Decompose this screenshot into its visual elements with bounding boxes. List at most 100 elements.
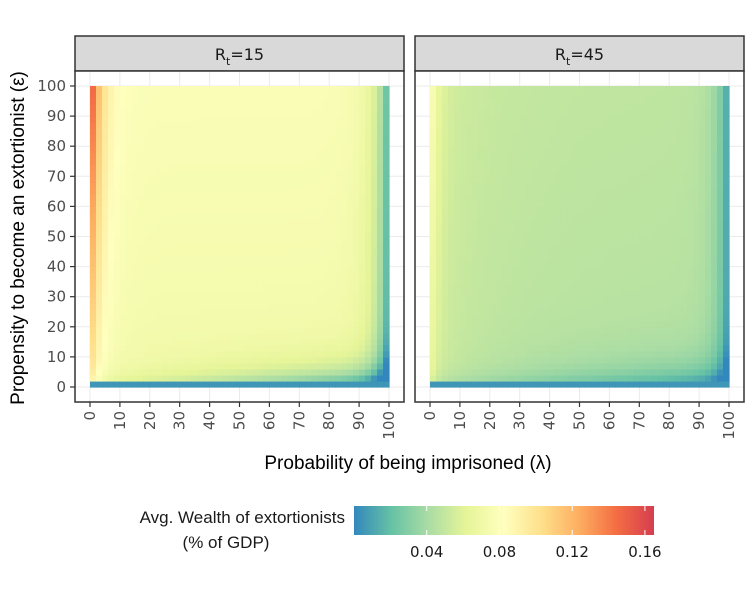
- heatmap-cell: [639, 362, 646, 370]
- heatmap-cell: [293, 164, 300, 171]
- heatmap-cell: [371, 218, 378, 226]
- heatmap-cell: [377, 236, 384, 244]
- heatmap-cell: [341, 290, 348, 298]
- heatmap-cell: [567, 134, 575, 141]
- heatmap-cell: [173, 320, 181, 328]
- heatmap-cell: [269, 380, 276, 388]
- heatmap-cell: [603, 314, 610, 322]
- heatmap-cell: [383, 272, 390, 280]
- heatmap-cell: [155, 350, 163, 358]
- heatmap-cell: [143, 104, 151, 111]
- heatmap-cell: [465, 350, 473, 358]
- heatmap-cell: [681, 296, 688, 304]
- heatmap-cell: [645, 146, 652, 153]
- heatmap-cell: [359, 362, 366, 370]
- heatmap-cell: [149, 362, 157, 370]
- heatmap-cell: [705, 380, 712, 388]
- heatmap-cell: [597, 296, 605, 304]
- heatmap-cell: [341, 356, 348, 364]
- heatmap-cell: [603, 170, 610, 177]
- heatmap-cell: [155, 296, 163, 304]
- heatmap-cell: [573, 290, 581, 298]
- heatmap-cell: [185, 236, 193, 244]
- heatmap-cell: [603, 158, 610, 165]
- heatmap-cell: [119, 230, 127, 238]
- heatmap-cell: [597, 362, 605, 370]
- heatmap-cell: [657, 134, 664, 141]
- heatmap-cell: [107, 260, 115, 268]
- heatmap-cell: [495, 326, 503, 334]
- heatmap-cell: [341, 362, 348, 370]
- heatmap-cell: [543, 164, 551, 171]
- heatmap-cell: [561, 242, 569, 250]
- heatmap-cell: [651, 158, 658, 165]
- heatmap-cell: [621, 326, 628, 334]
- heatmap-cell: [453, 380, 461, 388]
- heatmap-cell: [711, 134, 718, 141]
- heatmap-cell: [269, 170, 276, 177]
- heatmap-cell: [615, 146, 622, 153]
- heatmap-cell: [537, 374, 545, 382]
- heatmap-cell: [131, 284, 139, 292]
- heatmap-cell: [430, 380, 437, 388]
- heatmap-cell: [555, 260, 563, 268]
- heatmap-cell: [453, 104, 461, 111]
- heatmap-cell: [549, 206, 557, 214]
- heatmap-cell: [365, 338, 372, 346]
- heatmap-cell: [603, 152, 610, 159]
- heatmap-cell: [341, 308, 348, 316]
- heatmap-cell: [221, 194, 229, 201]
- heatmap-cell: [305, 140, 312, 147]
- heatmap-cell: [603, 122, 610, 129]
- heatmap-cell: [191, 326, 199, 334]
- heatmap-cell: [131, 206, 139, 214]
- heatmap-cell: [347, 92, 354, 99]
- heatmap-cell: [185, 158, 193, 165]
- heatmap-cell: [645, 104, 652, 111]
- heatmap-cell: [495, 308, 503, 316]
- heatmap-cell: [591, 104, 599, 111]
- heatmap-cell: [269, 110, 276, 117]
- heatmap-cell: [149, 122, 157, 129]
- heatmap-cell: [513, 218, 521, 226]
- heatmap-cell: [567, 332, 575, 340]
- heatmap-cell: [513, 116, 521, 123]
- heatmap-cell: [603, 98, 610, 105]
- heatmap-cell: [161, 302, 169, 310]
- heatmap-cell: [335, 332, 342, 340]
- heatmap-cell: [657, 242, 664, 250]
- heatmap-cell: [603, 116, 610, 123]
- heatmap-cell: [573, 254, 581, 262]
- heatmap-cell: [125, 260, 133, 268]
- heatmap-cell: [633, 206, 640, 214]
- heatmap-cell: [335, 98, 342, 105]
- heatmap-cell: [453, 116, 461, 123]
- heatmap-cell: [197, 254, 205, 262]
- heatmap-cell: [435, 158, 443, 165]
- heatmap-cell: [705, 320, 712, 328]
- heatmap-cell: [107, 182, 115, 189]
- heatmap-cell: [359, 380, 366, 388]
- heatmap-cell: [167, 368, 175, 376]
- heatmap-cell: [347, 326, 354, 334]
- heatmap-cell: [603, 218, 610, 226]
- heatmap-cell: [293, 218, 300, 226]
- heatmap-cell: [90, 212, 97, 220]
- heatmap-cell: [441, 152, 449, 159]
- heatmap-cell: [663, 110, 670, 117]
- heatmap-cell: [477, 146, 485, 153]
- heatmap-cell: [335, 128, 342, 135]
- heatmap-cell: [543, 116, 551, 123]
- heatmap-cell: [699, 110, 706, 117]
- heatmap-cell: [365, 116, 372, 123]
- heatmap-cell: [329, 140, 336, 147]
- heatmap-cell: [447, 218, 455, 226]
- heatmap-cell: [95, 332, 103, 340]
- heatmap-cell: [95, 236, 103, 244]
- heatmap-cell: [329, 302, 336, 310]
- heatmap-cell: [549, 182, 557, 189]
- heatmap-cell: [107, 344, 115, 352]
- heatmap-cell: [263, 380, 270, 388]
- heatmap-cell: [453, 320, 461, 328]
- heatmap-cell: [263, 86, 270, 93]
